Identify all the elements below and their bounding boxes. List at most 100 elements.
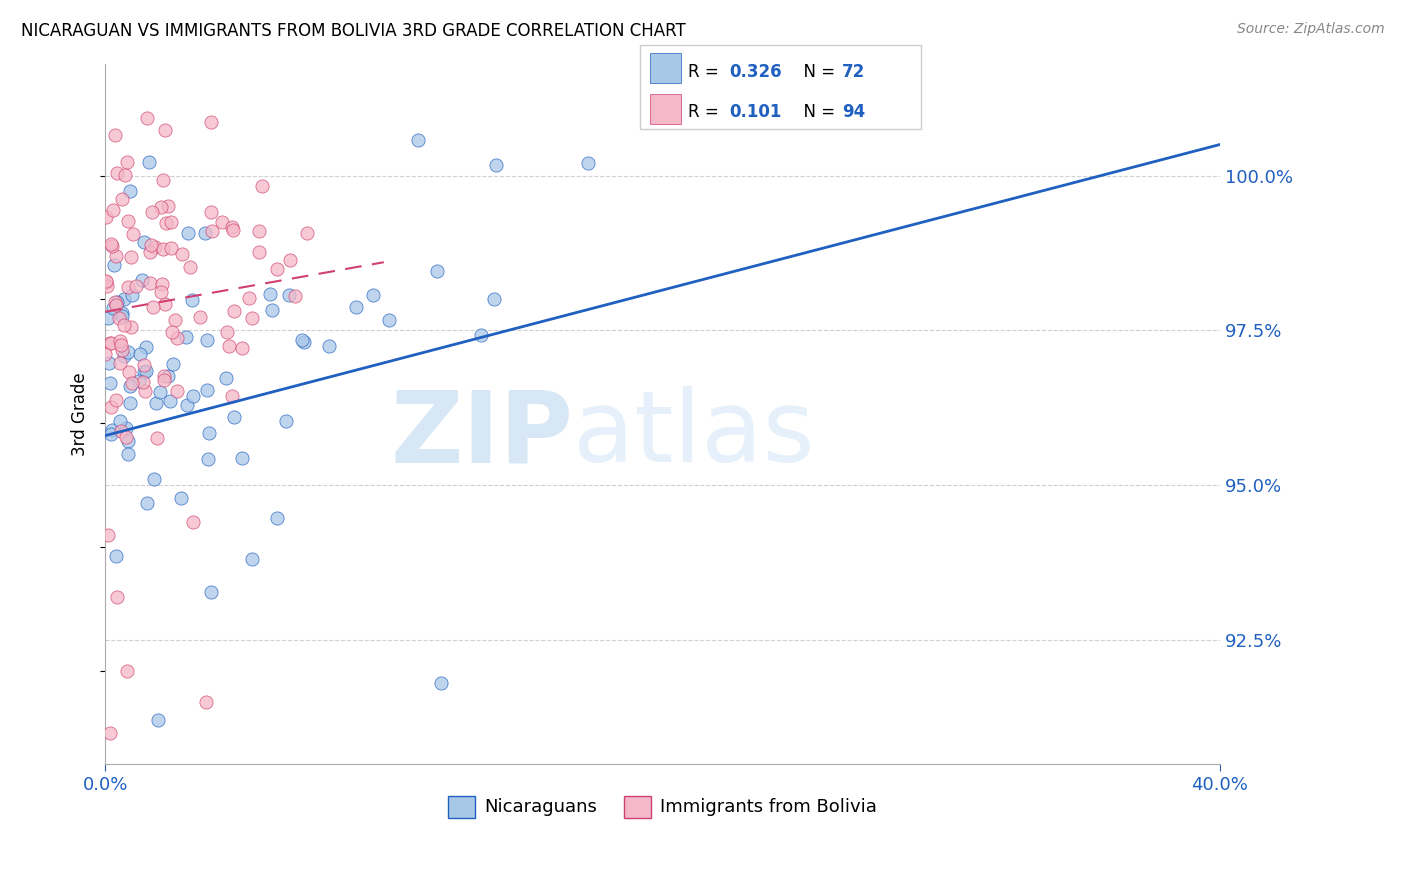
Point [155,217,177,231]
Point [135,340,157,354]
Point [260,302,283,317]
Point [100,400,122,414]
Point [153,368,176,383]
Point [121,287,143,301]
Point [150,200,173,214]
Point [153,122,176,136]
Text: Source: ZipAtlas.com: Source: ZipAtlas.com [1237,22,1385,37]
Point [145,395,167,409]
Point [111,306,134,320]
Point [129,347,152,361]
Point [118,184,141,198]
Point [278,252,301,267]
Point [132,365,155,379]
Point [98,376,121,391]
Point [240,552,263,566]
Point [143,472,166,486]
Point [183,515,205,529]
Point [215,371,238,385]
Text: 0.101: 0.101 [730,103,782,121]
Point [131,273,153,287]
Point [94,274,117,288]
Point [120,320,142,334]
Point [104,128,127,143]
Point [118,378,141,392]
Text: R =: R = [688,103,724,121]
Point [101,423,124,437]
Point [157,369,180,384]
Point [100,236,122,251]
Point [98,356,121,370]
Point [174,330,197,344]
Text: 72: 72 [842,62,866,80]
Point [238,291,260,305]
Point [136,111,159,125]
Point [179,260,201,274]
Point [105,392,128,407]
Point [139,238,162,252]
Point [152,373,174,387]
Point [114,169,136,183]
Point [149,285,172,299]
Point [259,286,281,301]
Point [218,339,240,353]
Point [221,389,243,403]
Point [141,205,163,219]
Point [378,312,401,326]
Point [176,398,198,412]
Point [429,676,451,690]
Point [100,427,122,442]
Point [135,496,157,510]
Point [94,211,117,225]
Point [139,276,162,290]
Point [110,424,132,438]
Text: ZIP: ZIP [391,386,574,483]
Point [200,205,222,219]
Point [344,300,367,314]
Point [247,224,270,238]
Legend: Nicaraguans, Immigrants from Bolivia: Nicaraguans, Immigrants from Bolivia [440,789,884,825]
Point [104,249,127,263]
Point [152,173,174,187]
Point [160,325,183,339]
Point [125,278,148,293]
Point [134,359,156,373]
Point [121,0,143,13]
Point [112,349,135,363]
Point [101,301,124,315]
Point [163,313,186,327]
Point [211,215,233,229]
Point [96,527,118,541]
Point [152,242,174,256]
Point [143,240,166,254]
Point [195,333,218,347]
Point [222,223,245,237]
Point [104,298,127,312]
Point [240,311,263,326]
Point [115,429,138,443]
Point [484,292,506,306]
Point [222,304,245,318]
Point [149,385,172,400]
Point [295,226,318,240]
Point [170,491,193,505]
Point [111,343,134,357]
Point [103,258,125,272]
Point [177,226,200,240]
Point [231,341,253,355]
Point [128,374,150,388]
Point [157,199,180,213]
Point [146,430,169,444]
Point [112,292,135,306]
Point [121,376,143,390]
Point [159,241,181,255]
Point [470,327,492,342]
Point [118,395,141,409]
Point [115,154,138,169]
Point [162,357,184,371]
Point [100,336,122,351]
Point [278,288,301,302]
Point [159,215,181,229]
Point [96,278,118,293]
Point [96,311,118,326]
